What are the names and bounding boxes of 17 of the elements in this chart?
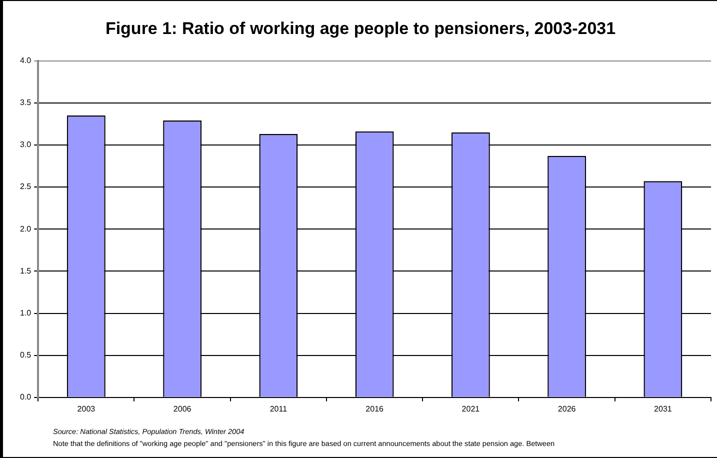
x-tick-label: 2011	[270, 404, 288, 414]
x-tick-label: 2026	[558, 404, 576, 414]
y-tick-label: 3.0	[20, 140, 32, 150]
y-tick-label: 2.5	[20, 182, 32, 192]
x-tick-label: 2016	[366, 404, 384, 414]
x-tick-label: 2006	[173, 404, 192, 414]
y-tick-label: 1.0	[20, 308, 32, 318]
y-tick-label: 2.0	[20, 224, 32, 234]
y-tick-label: 4.0	[20, 56, 32, 66]
x-tick-label: 2031	[654, 404, 672, 414]
x-tick-label: 2003	[77, 404, 96, 414]
y-tick-label: 1.5	[20, 266, 32, 276]
y-tick-label: 0.0	[20, 392, 32, 402]
y-tick-label: 3.5	[20, 98, 32, 108]
x-tick-label: 2021	[462, 404, 480, 414]
y-tick-label: 0.5	[20, 350, 32, 360]
chart-title: Figure 1: Ratio of working age people to pensioners, 2003-2031	[104, 19, 617, 39]
